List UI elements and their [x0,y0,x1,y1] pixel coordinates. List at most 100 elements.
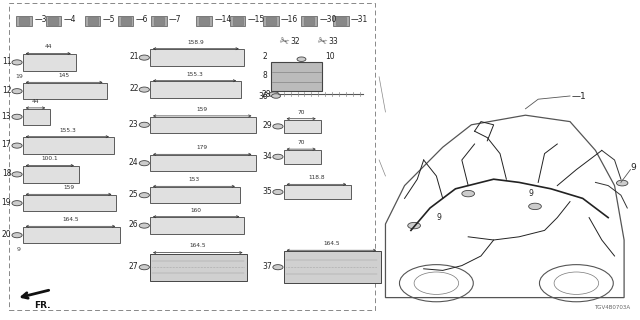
Circle shape [273,124,283,129]
Text: 70: 70 [298,109,305,115]
Text: 34: 34 [262,152,272,161]
Bar [150,117,256,133]
Text: 11: 11 [2,57,12,66]
Circle shape [12,60,22,65]
Circle shape [273,154,283,159]
Text: 9: 9 [529,189,534,198]
Bar [333,16,349,26]
Circle shape [140,55,149,60]
Circle shape [273,265,283,270]
Bar [23,138,114,154]
Text: —3: —3 [34,15,47,24]
Bar [88,17,98,25]
Text: 23: 23 [129,120,139,129]
Text: 9: 9 [17,247,21,252]
Text: 24: 24 [129,158,139,167]
Text: 25: 25 [129,190,139,199]
Text: 159: 159 [196,107,208,112]
Text: 9: 9 [630,163,636,172]
Circle shape [529,203,541,210]
Circle shape [12,233,22,238]
Text: 19: 19 [15,74,23,79]
Bar [284,185,351,199]
Text: —14: —14 [214,15,232,24]
Text: —30: —30 [319,15,337,24]
Text: ✂: ✂ [316,35,328,48]
Text: 158.9: 158.9 [188,40,204,44]
Bar [23,54,76,71]
Text: 159: 159 [63,185,74,190]
Circle shape [297,57,306,61]
Circle shape [140,122,149,127]
Bar [150,218,244,234]
Text: 27: 27 [129,262,139,271]
Text: —1: —1 [572,92,586,100]
Bar [151,16,166,26]
Bar [263,16,278,26]
Circle shape [616,180,628,186]
Circle shape [12,172,22,177]
Text: 35: 35 [262,187,272,196]
Circle shape [12,201,22,206]
Text: 9: 9 [436,213,441,222]
Bar [284,251,381,283]
Text: —15: —15 [248,15,265,24]
Text: —16: —16 [281,15,298,24]
Circle shape [269,92,279,97]
Text: 70: 70 [298,140,305,145]
Circle shape [12,114,22,119]
Text: 118.8: 118.8 [308,175,324,180]
Bar [150,187,240,204]
Text: 100.1: 100.1 [42,156,58,161]
Circle shape [12,143,22,148]
Text: 145: 145 [59,73,70,78]
Text: —5: —5 [103,15,115,24]
Text: 10: 10 [325,52,335,61]
Bar [154,17,164,25]
Text: 29: 29 [262,121,272,130]
Text: 36: 36 [258,92,268,100]
Bar [17,16,31,26]
Bar [9,3,374,310]
Text: 153: 153 [188,177,200,182]
Text: 19: 19 [2,198,12,207]
Bar [271,62,322,91]
Bar [48,17,58,25]
Text: 44: 44 [44,44,52,49]
Text: 37: 37 [262,262,272,271]
Text: —7: —7 [169,15,182,24]
Text: 164.5: 164.5 [189,244,206,248]
Text: 179: 179 [196,145,208,150]
Text: —31: —31 [351,15,369,24]
Bar [19,17,29,25]
Text: 164.5: 164.5 [323,241,340,246]
Text: 17: 17 [2,140,12,149]
Circle shape [140,87,149,92]
Text: 155.3: 155.3 [59,128,76,132]
Bar [336,17,346,25]
Circle shape [140,193,149,198]
Text: TGV4B0703A: TGV4B0703A [595,305,630,310]
Circle shape [273,189,283,195]
Text: 155.3: 155.3 [186,72,203,76]
Text: 26: 26 [129,220,139,229]
Bar [23,195,116,212]
Circle shape [408,222,420,229]
Bar [266,17,276,25]
Bar [150,50,244,66]
Text: 21: 21 [129,52,139,61]
Bar [304,17,314,25]
Circle shape [140,161,149,166]
Circle shape [12,89,22,94]
Bar [85,16,100,26]
Text: 12: 12 [2,86,12,95]
Bar [23,108,50,125]
Bar [230,16,246,26]
Text: 13: 13 [2,112,12,121]
Bar [23,83,108,100]
Text: 33: 33 [328,37,338,46]
Bar [199,17,209,25]
Text: 8: 8 [263,71,268,80]
Bar [121,17,131,25]
Text: 28: 28 [261,90,271,99]
